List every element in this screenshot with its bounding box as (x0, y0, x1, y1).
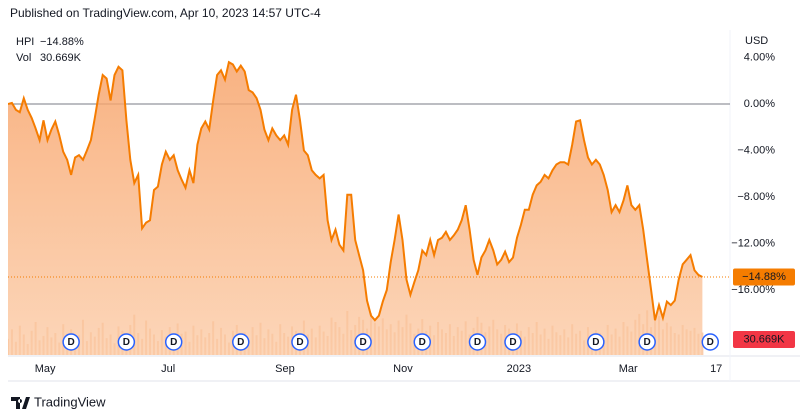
x-tick-label: Mar (619, 363, 638, 375)
x-tick-label: Nov (393, 363, 413, 375)
dividend-marker (468, 333, 487, 351)
dividend-marker (232, 333, 250, 351)
price-line (8, 60, 703, 322)
volume-label: 30.669K (744, 333, 786, 345)
legend-value: 30.669K (40, 52, 82, 64)
dividend-label: D (359, 337, 366, 348)
x-tick-label: 2023 (507, 363, 531, 375)
brand-logo (11, 397, 30, 409)
brand: TradingView (34, 394, 106, 409)
x-tick-label: Jul (161, 363, 175, 375)
dividend-marker (701, 333, 720, 351)
y-tick-label: −4.00% (737, 144, 775, 156)
x-tick-label: May (35, 363, 56, 375)
dividend-label: D (419, 337, 426, 348)
y-tick-label: 4.00% (744, 51, 775, 63)
dividend-label: D (592, 337, 599, 348)
dividend-marker (587, 333, 605, 351)
volume-label-box (733, 331, 795, 348)
header: Published on TradingView.com, Apr 10, 20… (10, 6, 321, 20)
legend-name: HPI (16, 36, 34, 48)
dividend-marker (62, 333, 80, 351)
y-tick-label: −12.00% (731, 237, 775, 249)
dividend-label: D (474, 337, 481, 348)
dividend-marker (504, 333, 522, 351)
dividend-label: D (123, 337, 130, 348)
dividend-marker (354, 333, 372, 351)
dividend-marker (413, 333, 432, 351)
price-label: −14.88% (742, 271, 786, 283)
dividend-label: D (237, 337, 244, 348)
legend-value: −14.88% (40, 36, 84, 48)
area (8, 62, 703, 355)
y-tick-label: 0.00% (744, 98, 775, 110)
dividend-label: D (707, 337, 714, 348)
legend-name: Vol (16, 52, 31, 64)
currency: USD (745, 35, 768, 47)
dividend-label: D (644, 337, 651, 348)
x-tick-label: 17 (710, 363, 722, 375)
x-tick-label: Sep (275, 363, 295, 375)
dividend-marker (117, 333, 136, 351)
price-label-box (733, 268, 795, 286)
dividend-marker (638, 333, 656, 351)
dividend-marker (164, 333, 183, 351)
plot-area (8, 60, 730, 355)
y-tick-label: −8.00% (737, 191, 775, 203)
y-tick-label: −16.00% (731, 284, 775, 296)
dividend-label: D (68, 337, 75, 348)
dividend-marker (291, 333, 309, 351)
dividend-label: D (170, 337, 177, 348)
dividend-label: D (509, 337, 516, 348)
dividend-label: D (296, 337, 303, 348)
